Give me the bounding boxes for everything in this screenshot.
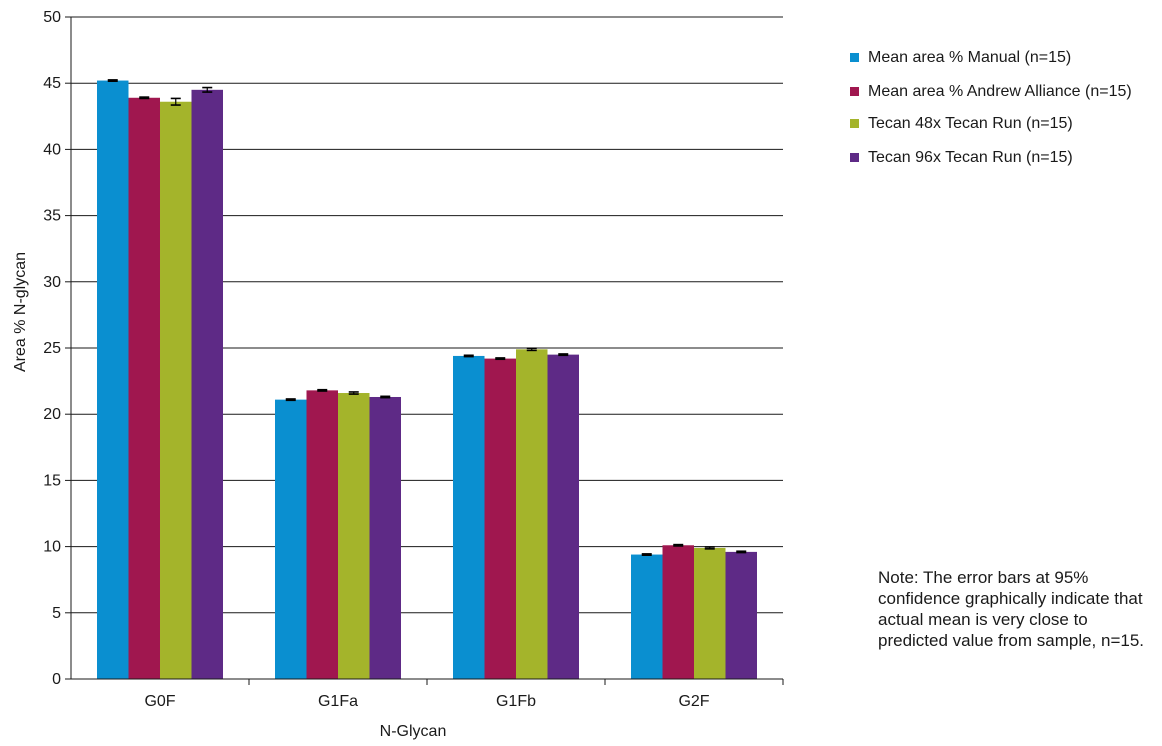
y-tick-labels: 0 5 10 15 20 25 30 35 40 45 50 bbox=[43, 9, 61, 688]
x-tick-label-g0f: G0F bbox=[144, 693, 175, 710]
y-tick-label: 5 bbox=[52, 605, 61, 622]
bar-g1fa-series-2 bbox=[306, 390, 338, 679]
legend-label-tecan-96x: Tecan 96x Tecan Run (n=15) bbox=[868, 149, 1073, 166]
x-tick-label-g1fb: G1Fb bbox=[496, 693, 536, 710]
bar-g0f-series-1 bbox=[97, 80, 129, 679]
bar-g2f-series-2 bbox=[662, 545, 694, 679]
bar-g1fb-series-1 bbox=[453, 355, 485, 679]
y-tick-label: 45 bbox=[43, 75, 61, 92]
y-tick-label: 40 bbox=[43, 141, 61, 158]
x-tick-label-g2f: G2F bbox=[678, 693, 709, 710]
bar-g1fa-series-4 bbox=[369, 396, 401, 679]
legend-item-manual: Mean area % Manual (n=15) bbox=[850, 48, 1150, 68]
bar-g2f-series-3 bbox=[694, 547, 726, 679]
y-tick-label: 25 bbox=[43, 340, 61, 357]
legend-swatch-tecan-96x bbox=[850, 153, 859, 162]
legend-swatch-andrew-alliance bbox=[850, 87, 859, 96]
legend: Mean area % Manual (n=15) Mean area % An… bbox=[850, 48, 1150, 182]
bar-g1fb-series-3 bbox=[516, 349, 548, 679]
y-tick-label: 0 bbox=[52, 671, 61, 688]
bars-group bbox=[97, 80, 757, 680]
x-tick-label-g1fa: G1Fa bbox=[318, 693, 358, 710]
y-tick-label: 35 bbox=[43, 208, 61, 225]
y-axis-label: Area % N-glycan bbox=[12, 252, 29, 372]
legend-swatch-manual bbox=[850, 53, 859, 62]
bar-g1fb-series-2 bbox=[484, 358, 516, 679]
x-tick-labels: G0F G1Fa G1Fb G2F bbox=[144, 693, 709, 710]
error-bars-group bbox=[107, 79, 747, 557]
legend-item-tecan-48x: Tecan 48x Tecan Run (n=15) bbox=[850, 114, 1150, 134]
bar-g2f-series-4 bbox=[725, 551, 757, 679]
bar-chart: 0 5 10 15 20 25 30 35 40 45 50 G0F G1Fa G1Fb G2F Area… bbox=[12, 9, 784, 740]
bar-g1fa-series-3 bbox=[338, 393, 370, 679]
legend-swatch-tecan-48x bbox=[850, 119, 859, 128]
y-tick-label: 10 bbox=[43, 539, 61, 556]
legend-item-andrew-alliance: Mean area % Andrew Alliance (n=15) bbox=[850, 82, 1150, 102]
bar-g0f-series-3 bbox=[160, 101, 192, 679]
x-axis-label: N-Glycan bbox=[380, 723, 447, 740]
bar-g1fb-series-4 bbox=[547, 354, 579, 679]
bar-g1fa-series-1 bbox=[275, 399, 307, 679]
bar-g0f-series-2 bbox=[128, 97, 160, 680]
legend-label-tecan-48x: Tecan 48x Tecan Run (n=15) bbox=[868, 115, 1073, 132]
bar-g2f-series-1 bbox=[631, 554, 663, 679]
legend-label-manual: Mean area % Manual (n=15) bbox=[868, 49, 1072, 66]
y-tick-label: 20 bbox=[43, 406, 61, 423]
chart-note: Note: The error bars at 95% confidence g… bbox=[878, 568, 1145, 650]
axes bbox=[65, 16, 784, 685]
y-tick-label: 30 bbox=[43, 274, 61, 291]
y-tick-label: 50 bbox=[43, 9, 61, 26]
y-tick-label: 15 bbox=[43, 472, 61, 489]
bar-g0f-series-4 bbox=[191, 89, 223, 679]
legend-label-andrew-alliance: Mean area % Andrew Alliance (n=15) bbox=[868, 83, 1132, 100]
legend-item-tecan-96x: Tecan 96x Tecan Run (n=15) bbox=[850, 148, 1150, 168]
